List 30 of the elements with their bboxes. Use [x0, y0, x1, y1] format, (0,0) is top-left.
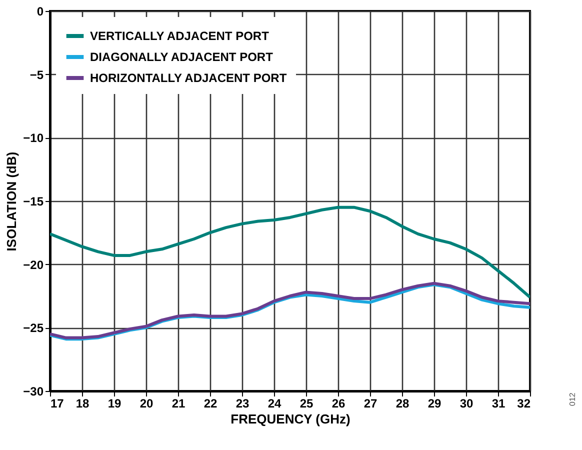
legend-label: HORIZONTALLY ADJACENT PORT: [90, 71, 288, 85]
x-tick-label: 19: [108, 396, 122, 410]
x-tick-label: 20: [140, 396, 154, 410]
line-series: [50, 206, 530, 299]
y-tick-label: −15: [23, 194, 44, 208]
x-tick-label: 27: [364, 396, 378, 410]
x-tick-label: 18: [76, 396, 90, 410]
x-tick-label: 25: [300, 396, 314, 410]
legend-label: VERTICALLY ADJACENT PORT: [90, 29, 270, 43]
y-tick-label: −5: [30, 68, 44, 82]
x-tick-label: 21: [172, 396, 186, 410]
x-tick-label: 32: [517, 396, 531, 410]
y-tick-label: −10: [23, 131, 44, 146]
y-tick-label: −25: [23, 321, 44, 336]
x-tick-label: 26: [332, 396, 346, 410]
x-tick-label: 31: [492, 396, 506, 410]
x-axis-title: FREQUENCY (GHz): [230, 412, 350, 426]
x-tick-label: 24: [268, 396, 282, 410]
x-tick-label: 23: [236, 396, 250, 410]
legend-label: DIAGONALLY ADJACENT PORT: [90, 50, 274, 64]
y-tick-label: −20: [23, 258, 44, 272]
x-tick-label: 22: [204, 396, 218, 410]
x-tick-label: 30: [460, 396, 474, 410]
y-tick-label: −30: [23, 384, 44, 398]
x-tick-label: 28: [396, 396, 410, 410]
y-axis-title: ISOLATION (dB): [4, 152, 20, 252]
text: 012: [568, 392, 577, 406]
y-tick-label: 0: [36, 4, 44, 18]
x-tick-label: 17: [50, 396, 64, 410]
x-tick-label: 29: [428, 396, 442, 410]
